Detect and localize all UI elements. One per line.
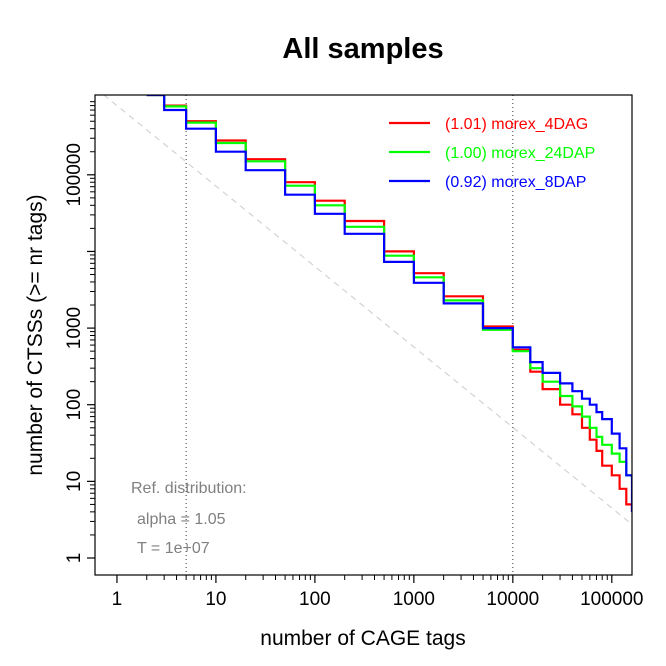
x-tick-label: 1000 [393,589,435,610]
series-line-2 [146,95,632,512]
y-tick-label: 1000 [64,307,85,349]
x-tick-label: 100 [299,589,331,610]
ref-T-label: T = 1e+07 [137,540,210,557]
chart-title: All samples [282,33,443,65]
plot-area: 1 10 100 1000 10000 100000 1 10 100 1000 100000 [64,94,644,610]
y-tick-label: 10 [64,471,85,492]
ref-distribution-label: Ref. distribution: [131,480,247,497]
y-tick-label: 1 [64,553,85,564]
x-tick-label: 10 [205,589,226,610]
legend-label-0: (1.01) morex_4DAG [445,116,588,133]
plot-frame [94,94,633,576]
y-tick-label: 100 [64,389,85,421]
x-tick-label: 100000 [580,589,643,610]
y-tick-label: 100000 [64,143,85,206]
x-tick-label: 10000 [486,589,539,610]
reference-distribution-line [102,95,632,525]
legend-label-2: (0.92) morex_8DAP [445,174,586,191]
y-axis-label: number of CTSSs (>= nr tags) [24,194,47,475]
legend-label-1: (1.00) morex_24DAP [445,145,595,162]
legend: (1.01) morex_4DAG (1.00) morex_24DAP (0.92… [389,116,595,191]
x-tick-label: 1 [112,589,123,610]
ref-alpha-label: alpha = 1.05 [137,511,226,528]
x-axis-label: number of CAGE tags [260,627,465,650]
